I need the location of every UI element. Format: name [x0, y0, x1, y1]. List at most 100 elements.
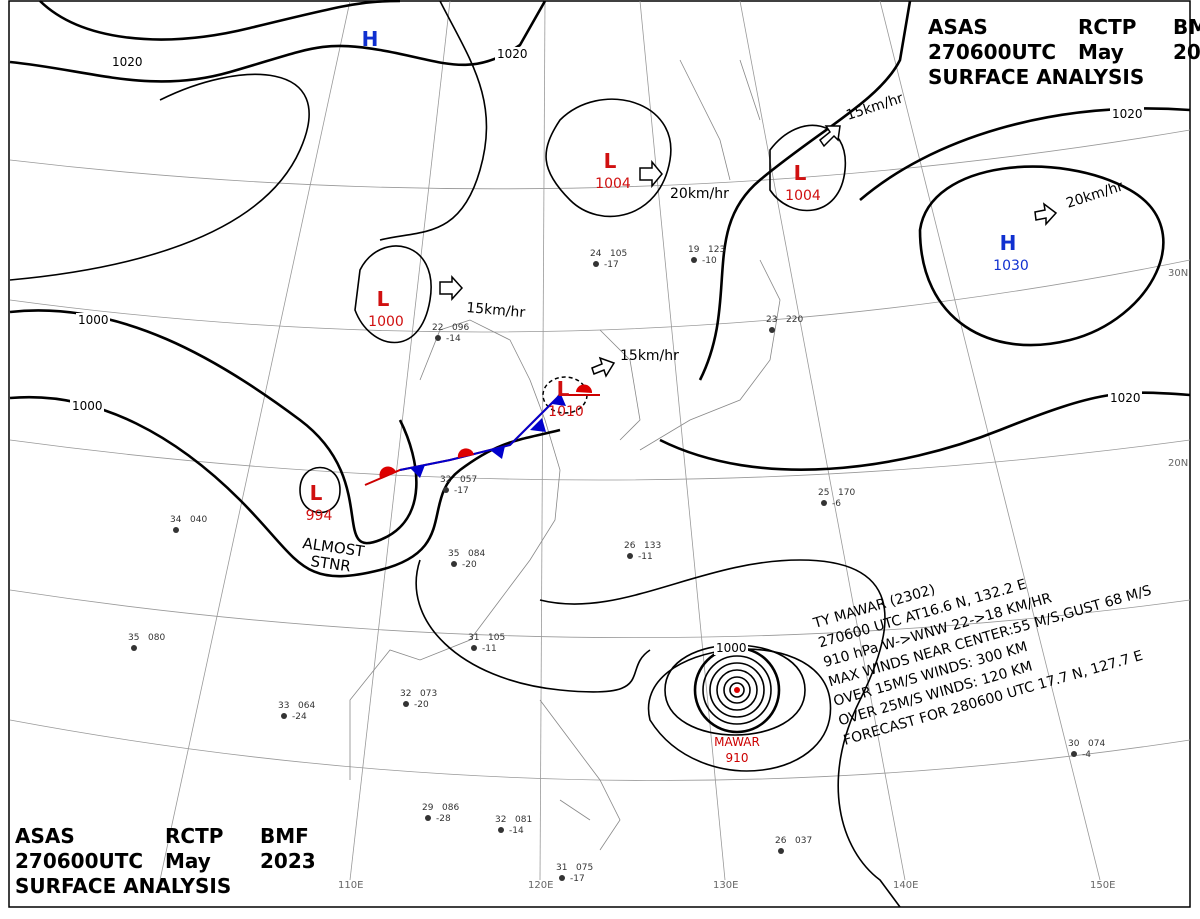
station-temp: 31	[556, 863, 567, 873]
station-temp: 32	[495, 815, 506, 825]
header-text: 270600UTC	[928, 40, 1056, 64]
system-symbol: L	[377, 287, 390, 311]
station-symbol	[593, 261, 599, 267]
station-pressure: 084	[468, 549, 485, 559]
header-text: ASAS	[928, 15, 988, 39]
station-symbol	[769, 327, 775, 333]
station-pressure: 133	[644, 541, 661, 551]
station-tendency: -17	[570, 874, 585, 884]
header-text: RCTP	[165, 824, 223, 848]
station-pressure: 086	[442, 803, 459, 813]
isobar-label-bg	[110, 55, 144, 69]
lat-line	[9, 439, 1191, 481]
header-text: RCTP	[1078, 15, 1136, 39]
isobar-label: 1000	[72, 399, 103, 413]
system-symbol: H	[362, 27, 379, 51]
motion-arrow	[1034, 202, 1058, 226]
motion-label: 20km/hr	[670, 186, 729, 202]
isobar	[664, 644, 806, 736]
station-symbol	[498, 827, 504, 833]
system-symbol: L	[557, 377, 570, 401]
isobar	[716, 669, 758, 711]
cold-front-symbol	[530, 418, 546, 432]
coast	[539, 699, 621, 851]
grid-label: 140E	[893, 880, 918, 891]
lon-line	[879, 0, 1101, 881]
isobar	[9, 73, 310, 281]
station-pressure: 075	[576, 863, 593, 873]
coast	[599, 259, 781, 451]
station-temp: 22	[432, 323, 443, 333]
system-symbol: L	[604, 149, 617, 173]
station-symbol	[443, 487, 449, 493]
coast	[349, 319, 561, 780]
isobar	[647, 648, 832, 772]
station-temp: 32	[440, 475, 451, 485]
station-temp: 25	[818, 488, 829, 498]
isobar-label: 1020	[1112, 107, 1143, 121]
isobar	[299, 466, 341, 514]
isobar-label-bg	[495, 47, 529, 61]
station-tendency: -10	[702, 256, 717, 266]
station-pressure: 096	[452, 323, 469, 333]
typhoon-name: MAWAR	[714, 735, 760, 749]
system-symbol: L	[794, 161, 807, 185]
motion-label: 15km/hr	[620, 348, 679, 364]
station-temp: 34	[170, 515, 182, 525]
isobar	[769, 124, 847, 212]
station-tendency: -11	[638, 552, 653, 562]
station-tendency: -28	[436, 814, 451, 824]
motion-arrow	[818, 125, 841, 148]
front	[364, 384, 600, 486]
station-tendency: -20	[462, 560, 477, 570]
system-pressure: 1000	[368, 314, 404, 330]
station-temp: 32	[400, 689, 411, 699]
graticule	[9, 0, 1191, 881]
station-temp: 26	[775, 836, 787, 846]
station-pressure: 040	[190, 515, 207, 525]
isobar-label-bg	[1108, 391, 1142, 405]
lat-line	[9, 259, 1191, 333]
station-pressure: 073	[420, 689, 437, 699]
header-text: May	[165, 849, 211, 873]
coastlines	[349, 59, 781, 851]
isobar	[9, 395, 561, 578]
station-symbol	[471, 645, 477, 651]
typhoon-pressure: 910	[726, 751, 749, 765]
isobar-label: 1020	[1110, 391, 1141, 405]
station-pressure: 081	[515, 815, 532, 825]
station-symbol	[691, 257, 697, 263]
station-symbol	[821, 500, 827, 506]
station-symbol	[559, 875, 565, 881]
isobar-label: 1020	[497, 47, 528, 61]
warm-front-symbol	[457, 448, 474, 458]
station-symbol	[778, 848, 784, 854]
lat-line	[9, 129, 1191, 190]
isobar-label: 1020	[112, 55, 143, 69]
station-symbol	[131, 645, 137, 651]
isobar-label: 1000	[716, 641, 747, 655]
motion-arrow	[639, 159, 663, 189]
stationary-note: STNR	[309, 552, 351, 575]
station-pressure: 080	[148, 633, 165, 643]
system-pressure: 1004	[785, 188, 821, 204]
station-temp: 31	[468, 633, 479, 643]
cold-front-symbol	[490, 446, 505, 459]
isobar-label-bg	[70, 399, 104, 413]
motion-arrow	[439, 275, 464, 301]
station-temp: 30	[1068, 739, 1080, 749]
isobar	[709, 662, 765, 718]
station-temp: 29	[422, 803, 434, 813]
header-text: BMF	[1173, 15, 1200, 39]
station-pressure: 220	[786, 315, 803, 325]
station-tendency: -17	[454, 486, 469, 496]
station-temp: 35	[128, 633, 139, 643]
grid-label: 130E	[713, 880, 738, 891]
grid-label: 20N	[1168, 458, 1188, 469]
station-tendency: -14	[509, 826, 524, 836]
station-tendency: -11	[482, 644, 497, 654]
station-pressure: 037	[795, 836, 812, 846]
grid-label: 120E	[528, 880, 553, 891]
system-pressure: 1004	[595, 176, 631, 192]
header-text: 2023	[1173, 40, 1200, 64]
